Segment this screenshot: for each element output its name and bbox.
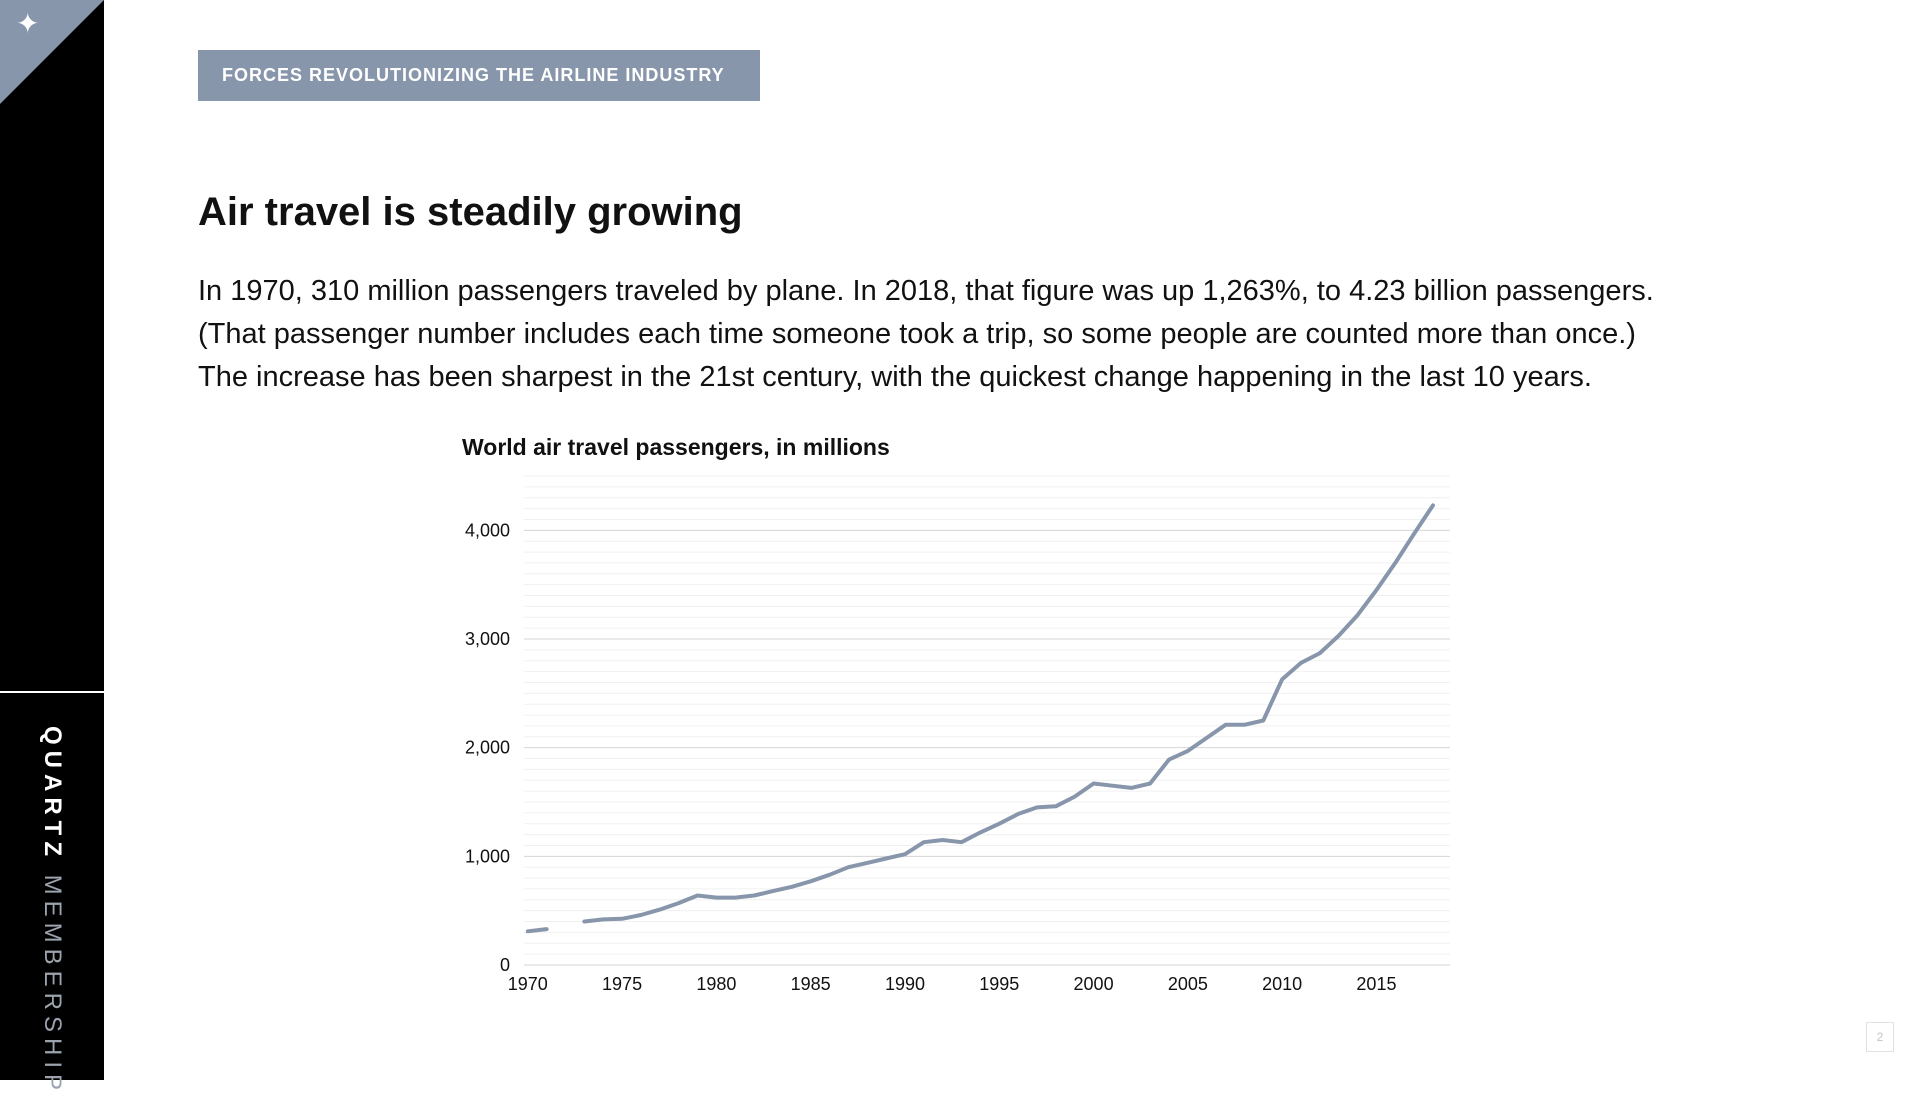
body-line: In 1970, 310 million passengers traveled… — [198, 275, 1654, 307]
x-tick-label: 1990 — [885, 974, 925, 994]
page-number: 2 — [1866, 1022, 1894, 1052]
corner-accent — [0, 0, 104, 104]
x-tick-label: 2010 — [1262, 974, 1302, 994]
y-tick-label: 3,000 — [465, 629, 510, 649]
x-axis-ticks: 1970 1975 1980 1985 1990 1995 2000 2005 2010 2015 — [508, 974, 1397, 994]
section-banner: FORCES REVOLUTIONIZING THE AIRLINE INDUS… — [198, 50, 760, 101]
sidebar-divider — [0, 691, 104, 693]
body-line: The increase has been sharpest in the 21… — [198, 361, 1592, 393]
x-tick-label: 1995 — [979, 974, 1019, 994]
y-tick-label: 1,000 — [465, 846, 510, 866]
series-line — [525, 503, 1435, 934]
y-axis-ticks: 0 1,000 2,000 3,000 4,000 — [465, 520, 510, 975]
y-tick-label: 2,000 — [465, 738, 510, 758]
brand-logo: QUARTZ MEMBERSHIP — [38, 726, 66, 1096]
chart-title: World air travel passengers, in millions — [462, 434, 890, 460]
brand-name: QUARTZ — [39, 726, 66, 862]
x-tick-label: 2000 — [1074, 974, 1114, 994]
sparkle-icon: ✦ — [16, 7, 40, 40]
sidebar: ✦ QUARTZ MEMBERSHIP — [0, 0, 104, 1096]
page-title: Air travel is steadily growing — [198, 190, 743, 234]
x-tick-label: 1985 — [791, 974, 831, 994]
body-paragraph: In 1970, 310 million passengers traveled… — [198, 270, 1798, 399]
x-tick-label: 1970 — [508, 974, 548, 994]
x-tick-label: 2015 — [1356, 974, 1396, 994]
body-line: (That passenger number includes each tim… — [198, 318, 1636, 350]
brand-subtitle: MEMBERSHIP — [39, 874, 66, 1096]
x-tick-label: 1975 — [602, 974, 642, 994]
x-tick-label: 2005 — [1168, 974, 1208, 994]
section-banner-label: FORCES REVOLUTIONIZING THE AIRLINE INDUS… — [222, 65, 725, 85]
x-tick-label: 1980 — [696, 974, 736, 994]
y-tick-label: 0 — [500, 955, 510, 975]
chart-series — [525, 503, 1435, 934]
chart-grid — [524, 475, 1450, 966]
y-tick-label: 4,000 — [465, 520, 510, 540]
